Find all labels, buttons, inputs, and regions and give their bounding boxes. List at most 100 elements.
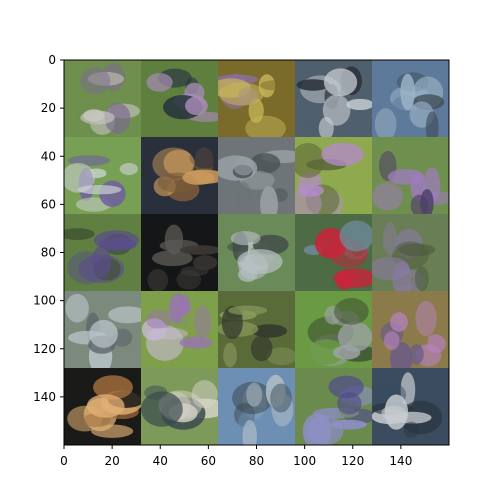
image-tile <box>295 368 372 445</box>
tile-blob <box>164 224 184 255</box>
image-tile <box>295 60 372 137</box>
image-tile <box>295 214 372 291</box>
tile-blob <box>89 319 118 348</box>
tile-blob <box>77 184 122 195</box>
tile-blob <box>185 96 208 116</box>
tile-blob <box>372 256 410 281</box>
tile-blob <box>99 237 137 252</box>
tile-blob <box>64 228 95 240</box>
tile-blob <box>165 262 182 277</box>
tile-blob <box>245 115 286 137</box>
image-tile <box>295 291 372 368</box>
tile-blob <box>334 298 369 325</box>
tile-blob <box>328 375 364 399</box>
tile-blob <box>323 68 358 97</box>
tile-blob <box>91 245 112 279</box>
y-tick-label: 140 <box>33 390 56 404</box>
y-tick-label: 60 <box>41 197 56 211</box>
image-tile <box>218 368 295 445</box>
tile-blob <box>194 305 212 339</box>
image-tile <box>64 368 141 445</box>
tile-blob <box>233 156 254 176</box>
image-tile <box>372 291 449 368</box>
tile-blob <box>93 375 133 400</box>
image-tile <box>218 291 295 368</box>
image-tile <box>64 60 141 137</box>
tile-blob <box>189 147 218 169</box>
x-tick-label: 140 <box>389 454 412 468</box>
image-tile <box>218 137 295 214</box>
tile-blob <box>414 266 429 291</box>
tile-blob <box>80 110 115 125</box>
image-tile <box>218 214 295 291</box>
tile-blob <box>108 306 141 324</box>
tile-blob <box>335 270 354 290</box>
tile-blob <box>65 293 89 323</box>
tile-blob <box>374 108 397 137</box>
y-tick-label: 40 <box>41 149 56 163</box>
tile-blob <box>86 394 125 418</box>
x-tick-label: 120 <box>341 454 364 468</box>
y-tick-label: 80 <box>41 246 56 260</box>
x-tick-label: 100 <box>293 454 316 468</box>
tile-blob <box>154 371 175 399</box>
tile-blob <box>420 188 434 214</box>
tile-blob <box>178 310 214 345</box>
tile-blob <box>260 80 291 91</box>
tile-blob <box>346 98 372 111</box>
image-tile <box>141 291 218 368</box>
tile-blob <box>372 182 404 211</box>
tile-blob <box>191 380 218 409</box>
tile-blob <box>409 344 424 365</box>
tile-blob <box>152 147 195 181</box>
image-tile <box>64 137 141 214</box>
tile-blob <box>163 149 195 177</box>
tile-blob <box>339 220 372 252</box>
tile-blob <box>223 342 237 368</box>
tile-blob <box>236 181 252 213</box>
image-tile <box>64 291 141 368</box>
tile-blob <box>415 300 437 337</box>
tile-blob <box>105 166 121 179</box>
tile-blob <box>119 162 138 176</box>
image-tile <box>141 60 218 137</box>
tile-blob <box>193 255 218 271</box>
y-tick-label: 0 <box>48 53 56 67</box>
x-axis: 0 20 40 60 80 100 120 140 <box>60 445 412 468</box>
tile-blob <box>251 324 288 338</box>
tile-blob <box>80 67 111 95</box>
tile-blob <box>306 415 344 445</box>
tile-blob <box>91 424 134 438</box>
image-tile <box>295 137 372 214</box>
tile-blob <box>151 250 193 267</box>
y-tick-label: 20 <box>41 101 56 115</box>
tile-blob <box>145 309 173 329</box>
tile-blob <box>381 405 407 421</box>
tile-blob <box>179 245 218 255</box>
tile-blob <box>403 421 419 438</box>
tile-blob <box>228 305 268 316</box>
tile-blob <box>321 142 364 167</box>
tile-blob <box>248 98 264 123</box>
tile-blob <box>176 270 202 290</box>
y-axis: 0 20 40 60 80 100 120 140 <box>33 53 64 404</box>
tile-blob <box>332 345 361 360</box>
tile-blob <box>383 331 400 351</box>
tile-blob <box>179 336 213 349</box>
tile-blob <box>296 79 330 91</box>
image-tile <box>141 137 218 214</box>
tile-blob <box>266 347 295 366</box>
image-tile <box>218 60 295 137</box>
tile-blob <box>425 111 439 137</box>
tile-blob <box>265 374 286 408</box>
tile-blob <box>387 168 425 185</box>
tile-blob <box>400 372 416 408</box>
tile-blob <box>260 186 278 214</box>
tile-blob <box>219 82 265 106</box>
tile-blob <box>400 73 415 111</box>
tile-blob <box>250 335 273 362</box>
tile-blob <box>141 391 183 427</box>
tile-blob <box>230 231 261 246</box>
tile-blob <box>383 222 398 256</box>
tile-blob <box>182 170 215 185</box>
